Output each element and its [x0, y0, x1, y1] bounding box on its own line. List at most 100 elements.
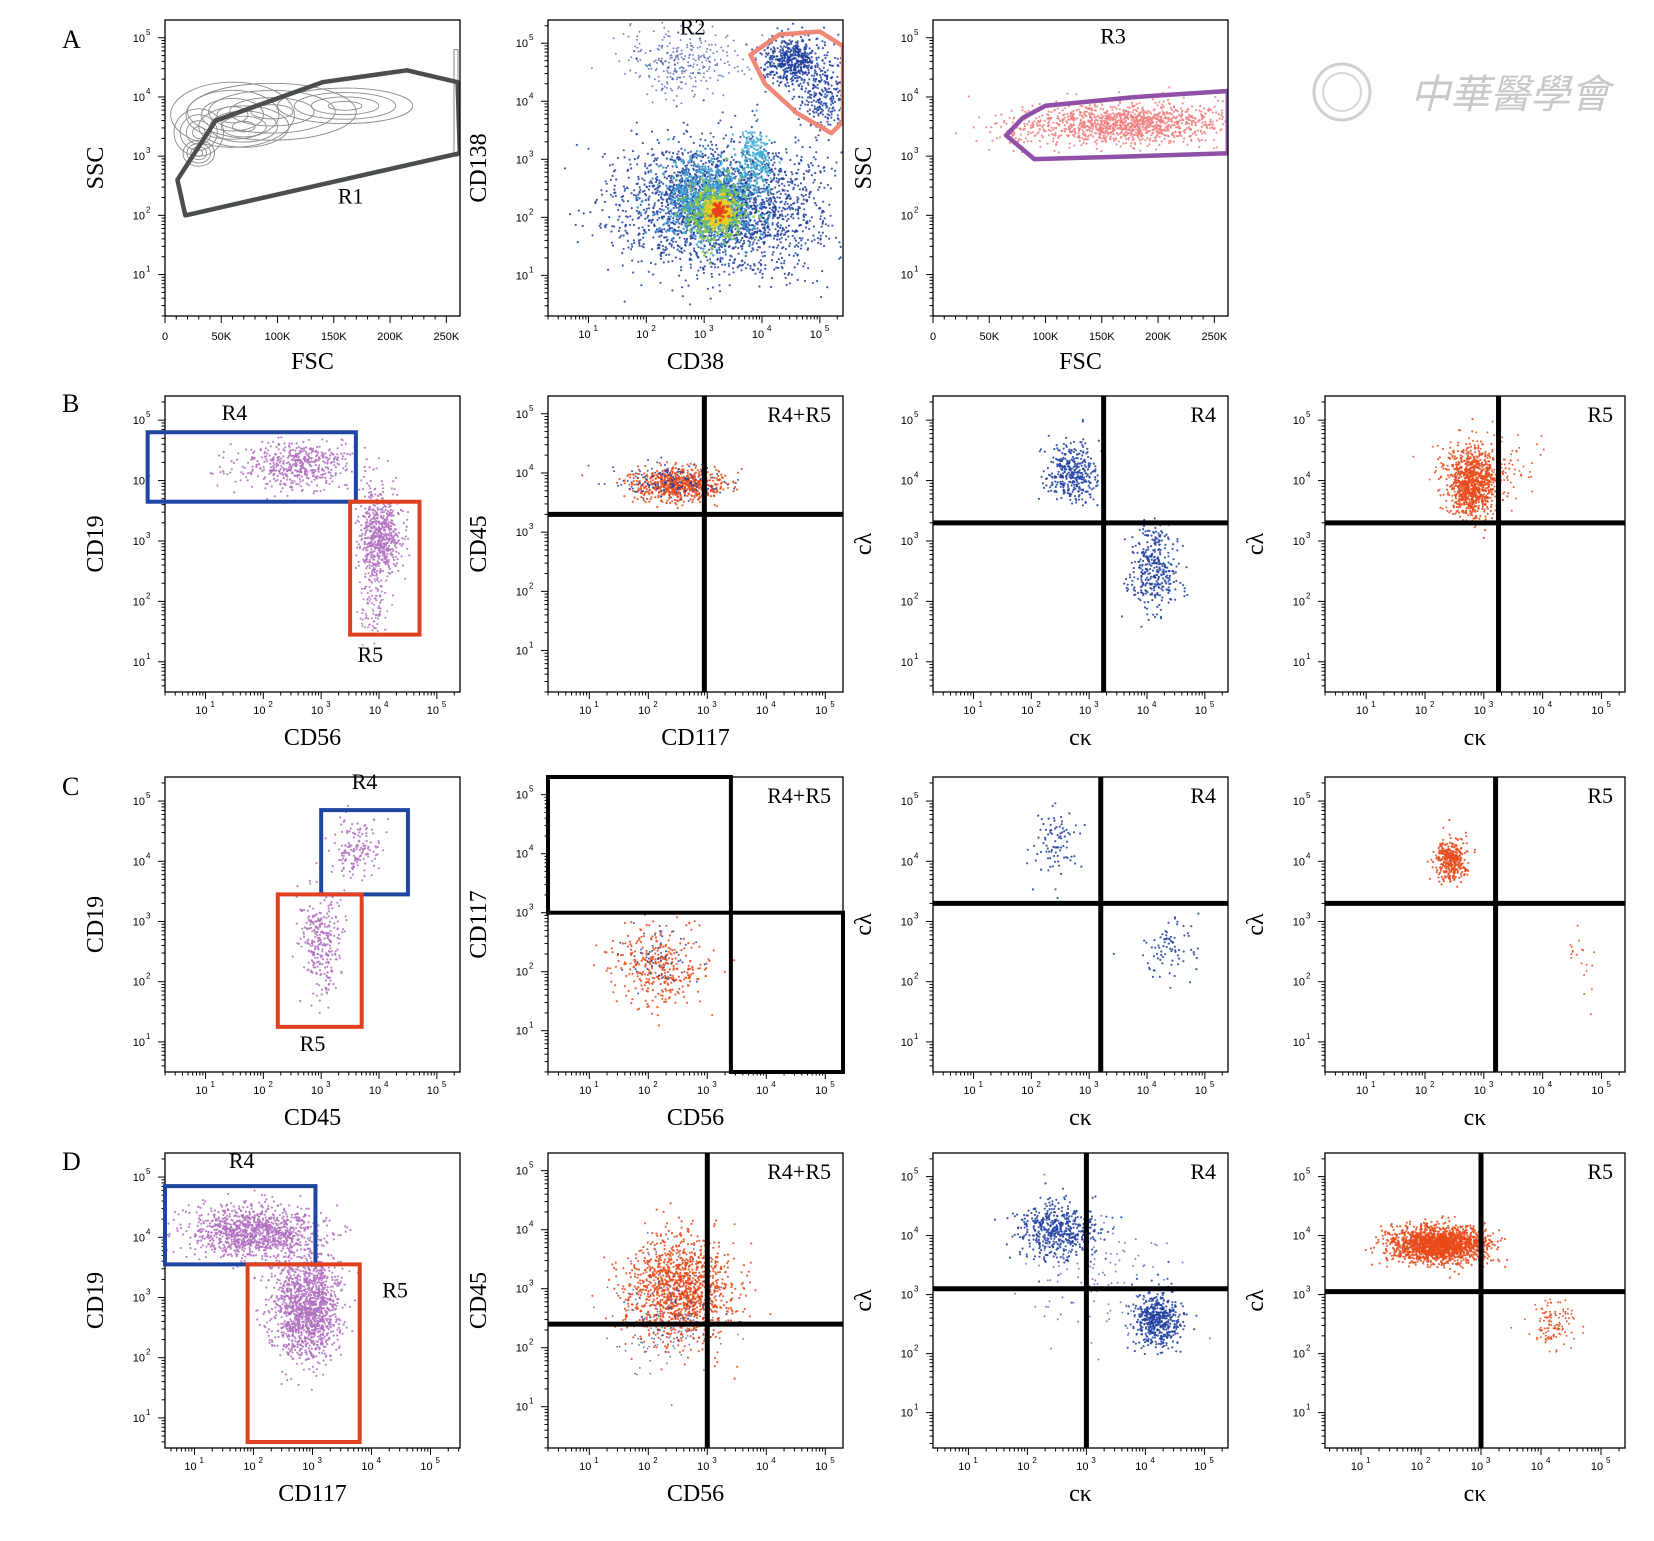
data-point: [792, 235, 794, 237]
data-point: [655, 69, 657, 71]
data-point: [685, 83, 687, 85]
data-point: [660, 181, 662, 183]
data-point: [743, 226, 746, 229]
data-point: [822, 90, 824, 92]
data-point: [700, 261, 702, 263]
data-point: [737, 71, 739, 73]
data-point: [826, 88, 828, 90]
data-point: [634, 158, 636, 160]
data-point: [753, 231, 755, 233]
data-point: [820, 94, 822, 96]
data-point: [828, 114, 830, 116]
data-point: [674, 59, 676, 61]
data-point: [717, 266, 719, 268]
data-point: [800, 239, 802, 241]
data-point: [694, 94, 696, 96]
data-point: [792, 47, 794, 49]
data-point: [759, 237, 761, 239]
data-point: [672, 186, 674, 188]
data-point: [719, 249, 721, 251]
data-point: [834, 101, 836, 103]
data-point: [694, 238, 696, 240]
data-point: [764, 68, 766, 70]
data-point: [774, 65, 776, 67]
data-point: [780, 77, 782, 79]
data-point: [709, 258, 711, 260]
data-point: [772, 152, 774, 154]
data-point: [596, 199, 598, 201]
data-point: [665, 167, 667, 169]
data-point: [655, 230, 658, 233]
data-point: [816, 44, 818, 46]
data-point: [674, 161, 677, 164]
data-point: [612, 244, 614, 246]
data-point: [667, 221, 670, 224]
data-point: [776, 261, 778, 263]
data-point: [623, 234, 625, 236]
data-point: [693, 215, 696, 218]
data-point: [753, 225, 756, 228]
data-point: [717, 194, 720, 197]
data-point: [807, 249, 809, 251]
data-point: [850, 120, 852, 122]
data-point: [686, 202, 689, 205]
data-point: [759, 229, 761, 231]
data-point: [657, 244, 659, 246]
data-point: [770, 48, 772, 50]
data-point: [749, 69, 751, 71]
data-point: [624, 188, 626, 190]
data-point: [668, 210, 670, 212]
data-point: [639, 189, 641, 191]
data-point: [633, 189, 635, 191]
data-point: [804, 103, 806, 105]
data-point: [772, 215, 774, 217]
data-point: [638, 178, 640, 180]
data-point: [784, 203, 786, 205]
data-point: [737, 199, 740, 202]
data-point: [820, 296, 822, 298]
data-point: [660, 258, 662, 260]
data-point: [757, 195, 759, 197]
data-point: [641, 178, 643, 180]
data-point: [705, 40, 707, 42]
data-point: [838, 109, 840, 111]
data-point: [648, 207, 650, 209]
data-point: [874, 132, 876, 134]
data-point: [700, 80, 702, 82]
data-point: [816, 280, 818, 282]
data-point: [612, 196, 614, 198]
data-point: [769, 191, 771, 193]
data-point: [669, 35, 671, 37]
data-point: [696, 150, 699, 153]
data-point: [686, 229, 688, 231]
data-point: [768, 202, 770, 204]
data-point: [650, 262, 652, 264]
data-point: [819, 98, 821, 100]
data-point: [662, 39, 664, 41]
data-point: [734, 67, 736, 69]
data-point: [658, 194, 660, 196]
data-point: [834, 109, 836, 111]
data-point: [823, 80, 825, 82]
data-point: [666, 200, 668, 202]
data-point: [653, 211, 655, 213]
data-point: [690, 209, 693, 212]
data-point: [798, 54, 800, 56]
data-point: [692, 86, 694, 88]
data-point: [638, 233, 640, 235]
data-point: [645, 231, 648, 234]
data-point: [618, 230, 620, 232]
data-point: [684, 244, 686, 246]
data-point: [794, 184, 796, 186]
data-point: [756, 249, 758, 251]
data-point: [779, 214, 781, 216]
data-point: [689, 54, 691, 56]
data-point: [820, 111, 822, 113]
data-point: [764, 264, 766, 266]
data-point: [808, 228, 810, 230]
data-point: [662, 199, 664, 201]
data-point: [687, 171, 689, 173]
data-point: [675, 55, 677, 57]
data-point: [650, 50, 652, 52]
data-point: [817, 66, 819, 68]
